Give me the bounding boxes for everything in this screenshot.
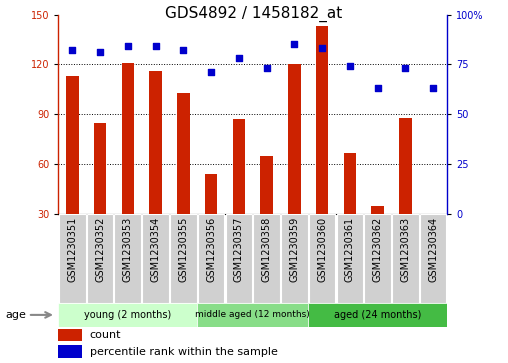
Bar [288,65,301,214]
Bar [121,63,134,214]
FancyBboxPatch shape [142,214,169,303]
Text: GSM1230353: GSM1230353 [123,217,133,282]
Point [429,86,437,91]
FancyBboxPatch shape [114,214,141,303]
Bar [205,174,217,214]
FancyBboxPatch shape [392,214,419,303]
Text: GSM1230361: GSM1230361 [345,217,355,282]
Text: GSM1230355: GSM1230355 [178,217,188,282]
FancyBboxPatch shape [253,214,280,303]
FancyBboxPatch shape [420,214,447,303]
Text: GDS4892 / 1458182_at: GDS4892 / 1458182_at [166,5,342,22]
FancyBboxPatch shape [226,214,252,303]
Bar [399,118,411,214]
Point [263,66,271,72]
FancyBboxPatch shape [364,214,391,303]
Point [96,50,104,56]
FancyBboxPatch shape [170,214,197,303]
Text: GSM1230356: GSM1230356 [206,217,216,282]
Bar [197,303,308,327]
Text: GSM1230358: GSM1230358 [262,217,272,282]
Text: GSM1230362: GSM1230362 [373,217,383,282]
Bar [149,71,162,214]
Text: GSM1230354: GSM1230354 [150,217,161,282]
Bar [316,26,328,214]
Text: GSM1230357: GSM1230357 [234,217,244,282]
Bar [261,156,273,214]
Bar [177,93,189,214]
FancyBboxPatch shape [337,214,363,303]
Text: age: age [5,310,26,320]
Text: count: count [89,330,121,340]
FancyBboxPatch shape [198,214,225,303]
Point [207,70,215,76]
Point [151,44,160,49]
Text: GSM1230363: GSM1230363 [400,217,410,282]
Text: GSM1230351: GSM1230351 [67,217,77,282]
Bar [58,329,82,341]
Point [401,66,409,72]
Text: percentile rank within the sample: percentile rank within the sample [89,347,277,356]
Text: GSM1230352: GSM1230352 [95,217,105,282]
Point [124,44,132,49]
Text: GSM1230360: GSM1230360 [317,217,327,282]
Point [290,42,298,48]
Text: GSM1230364: GSM1230364 [428,217,438,282]
FancyBboxPatch shape [87,214,113,303]
FancyBboxPatch shape [309,214,335,303]
Bar [58,345,82,358]
Bar [233,119,245,214]
Point [179,48,187,53]
Bar [343,152,356,214]
Bar [58,303,197,327]
Bar [371,206,384,214]
Text: aged (24 months): aged (24 months) [334,310,421,320]
Text: GSM1230359: GSM1230359 [290,217,299,282]
Point [373,86,382,91]
Point [68,48,76,53]
FancyBboxPatch shape [281,214,308,303]
Point [318,46,326,52]
Bar [308,303,447,327]
Point [235,56,243,61]
Bar [66,76,79,214]
Bar [94,123,106,214]
FancyBboxPatch shape [59,214,86,303]
Text: young (2 months): young (2 months) [84,310,171,320]
Point [346,64,354,69]
Text: middle aged (12 months): middle aged (12 months) [196,310,310,319]
